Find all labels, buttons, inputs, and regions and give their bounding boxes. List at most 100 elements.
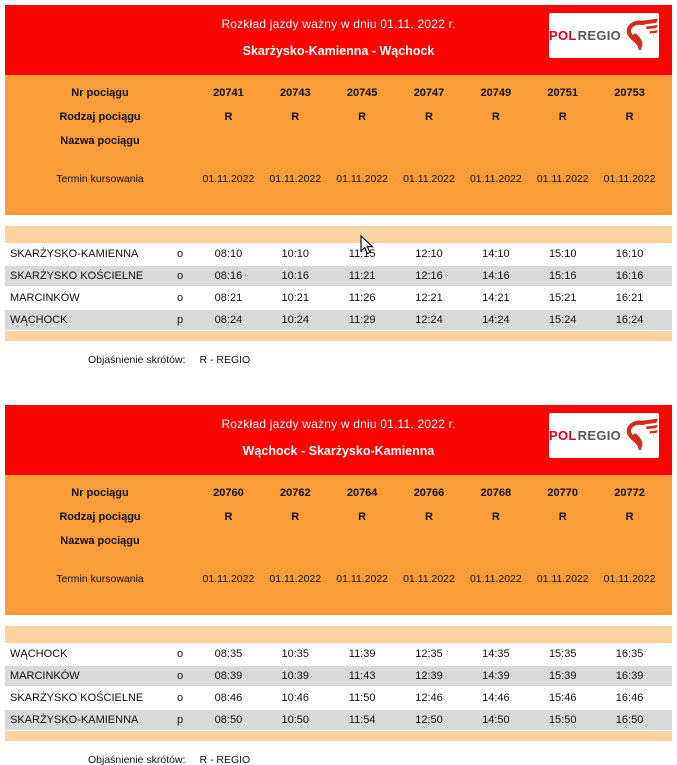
run-dates-row: Termin kursowania 01.11.2022 01.11.2022 … <box>5 167 663 191</box>
train-type: R <box>425 111 433 123</box>
departure-time: 14:21 <box>482 292 510 304</box>
train-type-row: Rodzaj pociągu R R R R R R R <box>5 105 663 129</box>
departure-time: 10:24 <box>281 314 310 326</box>
train-number: 20753 <box>614 87 645 99</box>
departure-time: 16:39 <box>615 670 644 682</box>
departure-time: 10:21 <box>281 292 310 304</box>
station-name: SKARŻYSKO-KAMIENNA <box>10 714 139 726</box>
abbreviations-footer: Objaśnienie skrótów: R - REGIO <box>5 354 672 367</box>
abbr-label: Objaśnienie skrótów: <box>88 354 186 366</box>
route-title: Wąchock - Skarżysko-Kamienna <box>242 444 435 458</box>
train-type: R <box>358 111 367 123</box>
departure-time: 08:10 <box>214 248 243 260</box>
run-date: 01.11.2022 <box>336 573 389 585</box>
train-type: R <box>224 511 233 523</box>
departure-time: 15:16 <box>548 270 577 282</box>
departure-time: 16:10 <box>615 248 644 260</box>
train-type: R <box>558 511 567 523</box>
stop-marker: o <box>176 670 184 682</box>
stop-marker: p <box>176 314 184 326</box>
departure-time: 10:16 <box>281 270 310 282</box>
departure-time: 11:21 <box>348 270 376 282</box>
train-number: 20770 <box>547 487 578 499</box>
row-label-nr-pociagu: Nr pociągu <box>71 87 129 99</box>
departure-time: 16:46 <box>615 692 644 704</box>
train-number: 20766 <box>413 487 445 499</box>
train-type: R <box>358 511 367 523</box>
departure-time: 12:39 <box>415 670 443 682</box>
station-name: SKARŻYSKO-KAMIENNA <box>10 248 139 260</box>
abbr-value: R - REGIO <box>199 354 251 366</box>
polregio-logo: POL REGIO <box>549 413 659 458</box>
station-row: SKARŻYSKO KOŚCIELNE o 08:16 10:16 11:21 … <box>5 265 672 287</box>
departure-time: 15:46 <box>548 692 577 704</box>
run-date: 01.11.2022 <box>202 173 255 185</box>
departure-time: 12:50 <box>415 714 443 726</box>
departure-time: 11:54 <box>348 714 376 726</box>
station-name: MARCINKÓW <box>10 292 80 304</box>
train-info-section: Nr pociągu 20760 20762 20764 20766 20768… <box>5 475 672 615</box>
departure-time: 16:35 <box>615 648 644 660</box>
polregio-logo: POL REGIO <box>549 13 659 58</box>
departure-time: 12:16 <box>415 270 443 282</box>
run-date: 01.11.2022 <box>403 173 455 185</box>
train-type: R <box>291 511 300 523</box>
departure-time: 11:26 <box>348 292 376 304</box>
train-type: R <box>491 111 500 123</box>
train-number: 20745 <box>346 87 378 99</box>
train-number-row: Nr pociągu 20741 20743 20745 20747 20749… <box>5 81 663 105</box>
station-name: WĄCHOCK <box>10 648 68 660</box>
stop-marker: o <box>176 648 184 660</box>
departure-time: 15:21 <box>548 292 577 304</box>
departure-time: 14:10 <box>482 248 510 260</box>
departure-time: 11:50 <box>348 692 376 704</box>
station-name: MARCINKÓW <box>10 670 80 682</box>
departure-time: 10:10 <box>281 248 310 260</box>
row-label-rodzaj-pociagu: Rodzaj pociągu <box>59 111 141 123</box>
departure-time: 08:46 <box>214 692 243 704</box>
run-date: 01.11.2022 <box>536 173 589 185</box>
run-date: 01.11.2022 <box>536 573 589 585</box>
departure-time: 10:50 <box>281 714 310 726</box>
departure-time: 08:39 <box>214 670 243 682</box>
departure-time: 14:46 <box>482 692 510 704</box>
departure-time: 16:21 <box>615 292 644 304</box>
polregio-bird-icon <box>626 18 658 50</box>
row-label-nr-pociagu: Nr pociągu <box>71 487 129 499</box>
departure-time: 15:24 <box>548 314 577 326</box>
train-number-row: Nr pociągu 20760 20762 20764 20766 20768… <box>5 481 663 505</box>
station-name: SKARŻYSKO KOŚCIELNE <box>10 270 144 282</box>
train-type: R <box>625 511 634 523</box>
run-date: 01.11.2022 <box>202 573 255 585</box>
departure-time: 14:50 <box>482 714 510 726</box>
departure-time: 08:35 <box>214 648 243 660</box>
train-number: 20741 <box>213 87 244 99</box>
logo-text-regio: REGIO <box>577 428 622 443</box>
train-number: 20768 <box>480 487 512 499</box>
red-header: Rozkład jazdy ważny w dniu 01.11. 2022 r… <box>5 5 672 75</box>
run-date: 01.11.2022 <box>603 173 656 185</box>
departure-time: 12:46 <box>415 692 443 704</box>
train-number: 20749 <box>480 87 512 99</box>
train-number: 20747 <box>413 87 445 99</box>
run-date: 01.11.2022 <box>603 573 656 585</box>
station-name: WĄCHOCK <box>10 314 68 326</box>
row-label-termin-kursowania: Termin kursowania <box>56 173 144 185</box>
departure-time: 15:50 <box>548 714 577 726</box>
run-date: 01.11.2022 <box>403 573 455 585</box>
train-number: 20760 <box>213 487 244 499</box>
departure-time: 10:46 <box>281 692 310 704</box>
departure-time: 11:29 <box>348 314 376 326</box>
departure-time: 10:35 <box>281 648 310 660</box>
abbreviations-footer: Objaśnienie skrótów: R - REGIO <box>5 754 672 765</box>
run-dates-row: Termin kursowania 01.11.2022 01.11.2022 … <box>5 567 663 591</box>
train-number: 20762 <box>279 487 311 499</box>
station-row: SKARŻYSKO KOŚCIELNE o 08:46 10:46 11:50 … <box>5 687 672 709</box>
departure-time: 08:16 <box>214 270 243 282</box>
red-header: Rozkład jazdy ważny w dniu 01.11. 2022 r… <box>5 405 672 475</box>
departure-time: 11:43 <box>348 670 376 682</box>
departure-time: 15:39 <box>548 670 577 682</box>
route-title: Skarżysko-Kamienna - Wąchock <box>242 44 435 58</box>
run-date: 01.11.2022 <box>469 173 522 185</box>
abbr-value: R - REGIO <box>199 754 251 765</box>
